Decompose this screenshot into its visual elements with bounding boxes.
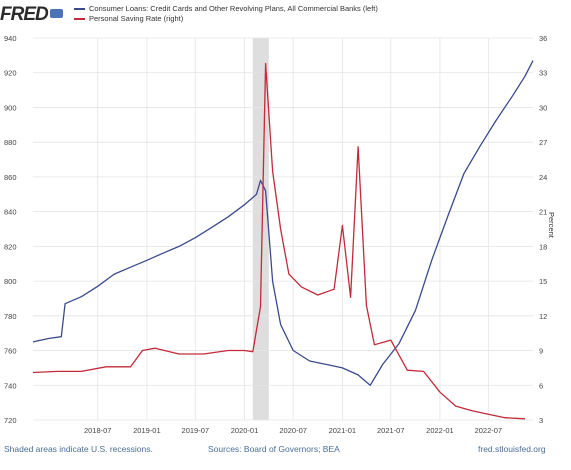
right-tick-label-2: 9 xyxy=(539,347,543,356)
x-tick-label-7: 2022-01 xyxy=(426,426,454,435)
plot-background xyxy=(33,38,533,420)
right-axis-label: Percent xyxy=(547,212,556,238)
left-tick-label-5: 820 xyxy=(4,242,17,251)
left-tick-label-1: 740 xyxy=(4,381,17,390)
left-tick-label-3: 780 xyxy=(4,312,17,321)
recession-layer xyxy=(252,38,269,420)
legend-swatch-red xyxy=(74,18,85,20)
footer-site-link[interactable]: fred.stlouisfed.org xyxy=(478,444,546,454)
legend-label-saving-rate: Personal Saving Rate (right) xyxy=(89,14,184,23)
footer-recession-note: Shaded areas indicate U.S. recessions. xyxy=(4,444,153,454)
x-tick-label-5: 2021-01 xyxy=(329,426,357,435)
recession-shading-0 xyxy=(252,38,269,420)
footer-sources: Sources: Board of Governors; BEA xyxy=(208,444,340,454)
left-tick-label-0: 720 xyxy=(4,416,17,425)
right-tick-label-7: 24 xyxy=(539,173,547,182)
series-line-saving-rate[interactable] xyxy=(32,62,526,420)
left-tick-label-9: 900 xyxy=(4,103,17,112)
right-tick-label-10: 33 xyxy=(539,69,547,78)
x-tick-label-3: 2020-01 xyxy=(231,426,259,435)
left-tick-label-7: 860 xyxy=(4,173,17,182)
x-axis-ticks: 2018-07 2019-01 2019-07 2020-01 2020-07 2021-… xyxy=(84,426,502,435)
chart-legend: Consumer Loans: Credit Cards and Other R… xyxy=(74,4,378,24)
left-tick-label-2: 760 xyxy=(4,347,17,356)
right-tick-label-11: 36 xyxy=(539,34,547,43)
right-tick-label-0: 3 xyxy=(539,416,543,425)
right-tick-label-4: 15 xyxy=(539,277,547,286)
series-line-consumer-loans[interactable] xyxy=(32,60,534,386)
right-tick-label-8: 27 xyxy=(539,138,547,147)
x-tick-label-1: 2019-01 xyxy=(133,426,161,435)
fred-logo-graph-icon xyxy=(50,9,63,18)
left-tick-label-8: 880 xyxy=(4,138,17,147)
left-tick-label-10: 920 xyxy=(4,69,17,78)
legend-label-consumer-loans: Consumer Loans: Credit Cards and Other R… xyxy=(89,4,378,13)
right-tick-label-9: 30 xyxy=(539,103,547,112)
x-tick-label-4: 2020-07 xyxy=(279,426,307,435)
legend-swatch-blue xyxy=(74,8,85,10)
right-tick-label-5: 18 xyxy=(539,242,547,251)
right-tick-label-1: 6 xyxy=(539,381,543,390)
x-tick-label-6: 2021-07 xyxy=(377,426,405,435)
right-tick-label-3: 12 xyxy=(539,312,547,321)
x-tick-label-0: 2018-07 xyxy=(84,426,112,435)
fred-logo[interactable]: FRED xyxy=(0,4,49,25)
left-tick-label-11: 940 xyxy=(4,34,17,43)
left-tick-label-6: 840 xyxy=(4,208,17,217)
series-layer xyxy=(32,60,534,420)
right-tick-label-6: 21 xyxy=(539,208,547,217)
left-tick-label-4: 800 xyxy=(4,277,17,286)
legend-item-consumer-loans[interactable]: Consumer Loans: Credit Cards and Other R… xyxy=(74,4,378,14)
x-tick-label-2: 2019-07 xyxy=(182,426,210,435)
left-axis-ticks: 720 740 760 780 800 820 840 860 880 900 920 940 xyxy=(4,34,17,425)
x-tick-label-8: 2022-07 xyxy=(475,426,503,435)
legend-item-saving-rate[interactable]: Personal Saving Rate (right) xyxy=(74,14,378,24)
